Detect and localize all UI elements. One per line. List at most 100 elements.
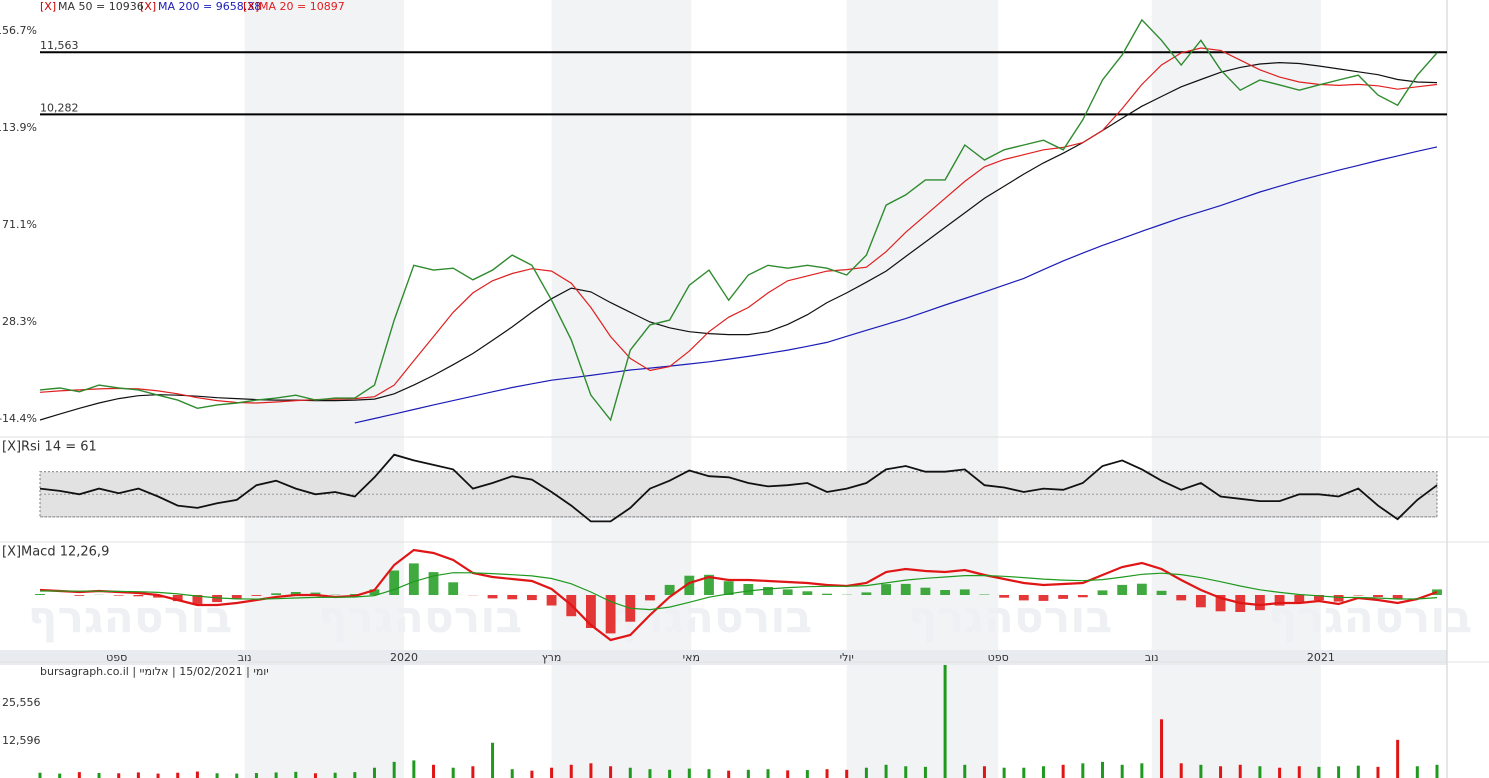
histogram-bar: [546, 595, 557, 606]
volume-bar: [648, 769, 652, 778]
histogram-bar: [1077, 595, 1088, 598]
histogram-bar: [1097, 590, 1108, 595]
histogram-bar: [35, 594, 45, 595]
y-tick-label: 25,556: [2, 696, 41, 709]
watermark: בורסהגרף: [318, 592, 522, 643]
volume-bar: [372, 767, 376, 778]
y2-tick-label: -14.4%: [0, 412, 37, 425]
volume-bar: [589, 763, 593, 778]
histogram-bar: [212, 595, 223, 603]
histogram-bar: [1333, 595, 1344, 602]
level-label: 11,563: [40, 39, 79, 52]
histogram-bar: [369, 589, 380, 595]
volume-bar: [963, 764, 967, 778]
histogram-bar: [428, 572, 439, 595]
volume-bar: [1101, 761, 1105, 778]
histogram-bar: [763, 587, 773, 595]
volume-bar: [1081, 763, 1085, 778]
volume-bar: [982, 766, 986, 778]
volume-bar: [1297, 766, 1301, 778]
histogram-bar: [881, 584, 891, 595]
histogram-bar: [153, 595, 163, 598]
toggle[interactable]: [X]: [2, 440, 21, 455]
y-tick-label: 4,000: [1454, 412, 1486, 425]
volume-bar: [1179, 763, 1183, 778]
volume-bar: [235, 773, 239, 778]
legend-entry: MA 20 = 10897: [259, 0, 345, 13]
macd-line: [39, 548, 1438, 642]
histogram-bar: [743, 584, 754, 595]
histogram-bar: [1058, 595, 1069, 599]
volume-bar: [117, 773, 121, 778]
x-tick-label: ספט: [988, 651, 1009, 664]
panel-title: Macd 12,26,9: [21, 545, 109, 560]
histogram-bar: [251, 595, 262, 596]
histogram-bar: [664, 584, 675, 595]
histogram-bar: [389, 570, 400, 595]
histogram-bar: [999, 595, 1010, 598]
volume-bar: [1022, 767, 1026, 778]
histogram-bar: [1018, 595, 1029, 601]
volume-bar: [766, 769, 770, 778]
watermarks: בורסהגרף בורסהגרף בורסהגרף בורסהגרף בורסהגרף: [28, 592, 1472, 643]
x-tick-label: 2020: [390, 651, 418, 664]
volume-bar: [845, 769, 849, 778]
volume-bar: [923, 766, 927, 778]
histogram-bar: [802, 591, 813, 595]
y-tick-label: 50: [1471, 487, 1485, 500]
y2-tick-label: 156.7%: [0, 24, 37, 37]
volume-bar: [1356, 765, 1360, 778]
volume-bar: [786, 770, 790, 778]
level-label: 10,282: [40, 101, 79, 114]
histogram-bar: [133, 595, 144, 597]
volume-bar: [825, 769, 829, 778]
volume-bar: [687, 768, 691, 778]
histogram-bar: [1392, 595, 1403, 599]
histogram-bar: [1176, 595, 1187, 601]
volume-bar: [1278, 767, 1282, 778]
histogram-bar: [74, 595, 85, 596]
volume-bar: [1317, 766, 1321, 778]
volume-bar: [550, 767, 554, 778]
volume-bar: [707, 769, 711, 778]
volume-bar: [1140, 763, 1144, 778]
histogram-bar: [113, 595, 124, 596]
toggle[interactable]: [X]: [2, 545, 21, 560]
histogram-bar: [1215, 595, 1226, 612]
volume-bar: [254, 773, 258, 778]
plot: 4,000 6,000 8,000 10,000 12,000 -14.4% 28.3% 71…: [0, 18, 1486, 778]
toggle[interactable]: [X]: [40, 0, 56, 13]
month-stripe: [244, 0, 405, 778]
volume-bar: [746, 769, 750, 778]
volume-bar: [1041, 766, 1045, 778]
histogram-bar: [1038, 595, 1049, 601]
histogram-bar: [900, 583, 911, 595]
histogram-bar: [1314, 595, 1324, 601]
y2-tick-label: 71.1%: [2, 218, 37, 231]
volume-bar: [1120, 764, 1124, 778]
volume-bar: [451, 767, 455, 778]
toggle[interactable]: [X]: [243, 0, 259, 13]
volume-bar: [215, 773, 219, 778]
x-tick-label: ספט: [106, 651, 127, 664]
histogram-bar: [1373, 595, 1383, 597]
month-stripe: [551, 0, 692, 778]
volume-bar: [805, 770, 809, 778]
volume-bar: [1199, 764, 1203, 778]
volume-bar: [1160, 719, 1164, 778]
volume-bar: [727, 770, 731, 778]
histogram-bar: [1156, 590, 1167, 595]
volume-bar: [294, 771, 298, 778]
histogram-bar: [723, 581, 734, 595]
histogram-bar: [271, 593, 282, 595]
volume-bar: [1415, 766, 1419, 778]
y-tick-label: 12,596: [2, 734, 41, 747]
toggle[interactable]: [X]: [140, 0, 156, 13]
y-tick-label: 12,000: [1447, 24, 1486, 37]
y-tick-label: 0: [1478, 588, 1485, 601]
histogram-bar: [1254, 595, 1265, 611]
histogram-bar: [192, 595, 203, 604]
histogram-bar: [349, 594, 360, 595]
volume-bar: [510, 769, 514, 778]
